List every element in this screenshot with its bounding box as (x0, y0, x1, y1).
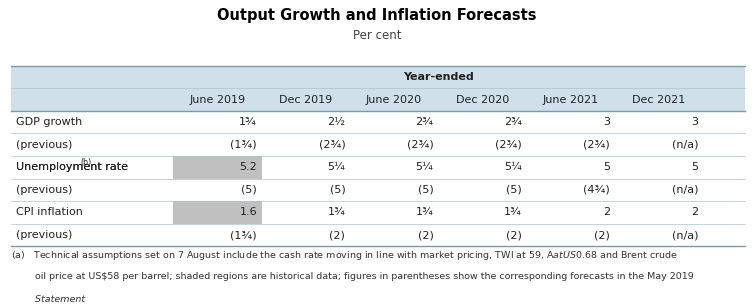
Text: 1¾: 1¾ (239, 117, 257, 127)
Text: 5¼: 5¼ (504, 162, 522, 172)
Text: (5): (5) (418, 185, 434, 195)
Text: (n/a): (n/a) (672, 230, 698, 240)
Text: (b): (b) (81, 158, 92, 167)
Text: oil price at US$58 per barrel; shaded regions are historical data; figures in pa: oil price at US$58 per barrel; shaded re… (11, 272, 694, 281)
Text: 2¾: 2¾ (415, 117, 434, 127)
Text: 5.2: 5.2 (239, 162, 257, 172)
Text: (2¾): (2¾) (495, 140, 522, 150)
Text: (5): (5) (241, 185, 257, 195)
Text: Dec 2021: Dec 2021 (632, 95, 685, 105)
Text: June 2020: June 2020 (366, 95, 422, 105)
Text: (a)   Technical assumptions set on 7 August include the cash rate moving in line: (a) Technical assumptions set on 7 Augus… (11, 249, 678, 262)
Text: CPI inflation: CPI inflation (16, 207, 83, 218)
Text: 3: 3 (603, 117, 610, 127)
Text: 5: 5 (603, 162, 610, 172)
Text: (2¾): (2¾) (584, 140, 610, 150)
Text: (previous): (previous) (16, 185, 72, 195)
Text: (4¾): (4¾) (584, 185, 610, 195)
Text: 5: 5 (691, 162, 698, 172)
Text: 5¼: 5¼ (415, 162, 434, 172)
Text: (2¾): (2¾) (319, 140, 345, 150)
Text: (5): (5) (506, 185, 522, 195)
Text: (1¾): (1¾) (231, 140, 257, 150)
Text: 2½: 2½ (327, 117, 345, 127)
Text: 3: 3 (691, 117, 698, 127)
Text: Statement: Statement (11, 295, 85, 304)
Text: June 2021: June 2021 (542, 95, 599, 105)
Text: (n/a): (n/a) (672, 140, 698, 150)
Text: Unemployment rate: Unemployment rate (16, 162, 128, 172)
Text: Year-ended: Year-ended (403, 72, 474, 82)
Text: (2): (2) (418, 230, 434, 240)
Text: (5): (5) (329, 185, 345, 195)
Text: 2¾: 2¾ (504, 117, 522, 127)
Text: Dec 2019: Dec 2019 (279, 95, 333, 105)
Text: 2: 2 (691, 207, 698, 218)
Text: 2: 2 (603, 207, 610, 218)
Text: (previous): (previous) (16, 140, 72, 150)
Text: (2): (2) (506, 230, 522, 240)
Text: (2¾): (2¾) (407, 140, 434, 150)
Text: June 2019: June 2019 (189, 95, 246, 105)
Text: Output Growth and Inflation Forecasts: Output Growth and Inflation Forecasts (217, 8, 537, 23)
Text: Unemployment rate: Unemployment rate (16, 162, 128, 172)
Text: 1¾: 1¾ (415, 207, 434, 218)
Text: 5¼: 5¼ (327, 162, 345, 172)
Text: (n/a): (n/a) (672, 185, 698, 195)
Text: (previous): (previous) (16, 230, 72, 240)
Text: Dec 2020: Dec 2020 (455, 95, 509, 105)
Text: 1.6: 1.6 (240, 207, 257, 218)
Text: (2): (2) (329, 230, 345, 240)
Text: Per cent: Per cent (353, 29, 401, 42)
Text: GDP growth: GDP growth (16, 117, 82, 127)
Text: (2): (2) (594, 230, 610, 240)
Text: 1¾: 1¾ (327, 207, 345, 218)
Text: (1¾): (1¾) (231, 230, 257, 240)
Text: 1¾: 1¾ (504, 207, 522, 218)
